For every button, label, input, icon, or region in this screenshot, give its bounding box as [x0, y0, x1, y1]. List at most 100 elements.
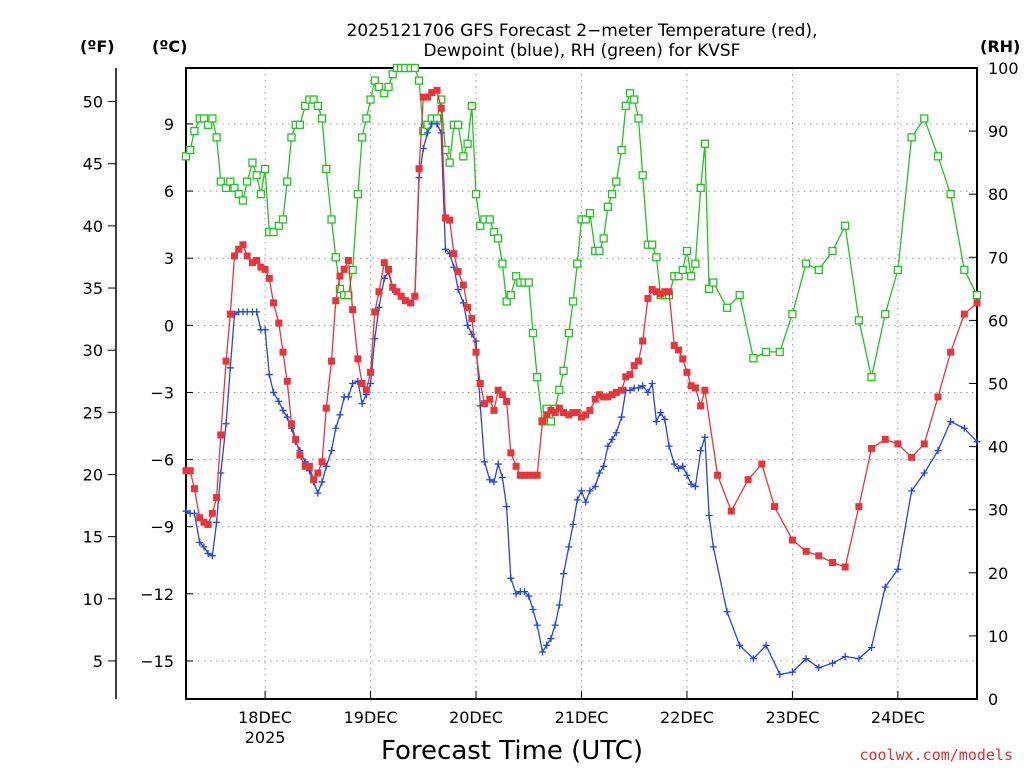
- celsius-tick-label: −6: [150, 451, 174, 470]
- rh-point: [309, 95, 318, 104]
- temperature-point: [714, 471, 722, 479]
- dewpoint-point: [683, 471, 691, 479]
- fahrenheit-tick-label: 10: [83, 590, 103, 609]
- rh-point: [498, 259, 507, 268]
- rh-tick-label: 60: [988, 311, 1008, 330]
- dewpoint-point: [644, 388, 652, 396]
- rh-point: [775, 347, 784, 357]
- rh-point: [216, 177, 225, 186]
- x-tick-label: 19DEC: [344, 708, 398, 727]
- dewpoint-point: [551, 621, 559, 629]
- temperature-point: [424, 93, 432, 101]
- rh-point: [621, 101, 630, 111]
- dewpoint-point: [626, 386, 634, 394]
- temperature-point: [328, 357, 336, 365]
- temperature-point: [208, 509, 216, 517]
- temperature-point: [270, 299, 278, 307]
- rh-point: [893, 265, 903, 275]
- dewpoint-point: [670, 460, 678, 468]
- dewpoint-point: [190, 509, 198, 517]
- temperature-point: [547, 406, 555, 414]
- dewpoint-point: [204, 550, 212, 558]
- rh-point: [269, 227, 278, 237]
- temperature-point: [586, 406, 594, 414]
- fahrenheit-tick-label: 5: [93, 652, 103, 671]
- rh-point: [221, 183, 231, 193]
- dewpoint-point: [894, 565, 902, 573]
- rh-point: [709, 278, 718, 287]
- x-tick-label: 21DEC: [555, 708, 609, 727]
- rh-point: [335, 284, 345, 294]
- temperature-point: [296, 451, 304, 459]
- fahrenheit-tick-label: 40: [83, 217, 103, 236]
- temperature-point: [679, 355, 687, 363]
- rh-point: [533, 373, 542, 382]
- temperature-point: [433, 86, 441, 94]
- dewpoint-point: [749, 655, 757, 663]
- dewpoint-point: [709, 543, 717, 551]
- dewpoint-point: [973, 438, 981, 446]
- series-rh: [181, 63, 982, 426]
- temperature-point: [384, 265, 392, 273]
- celsius-tick-label: 3: [164, 249, 174, 268]
- temperature-point: [468, 315, 476, 323]
- dewpoint-point: [639, 382, 647, 390]
- temperature-point: [476, 380, 484, 387]
- dewpoint-point: [486, 476, 494, 484]
- dewpoint-point: [322, 462, 330, 470]
- rh-point: [248, 158, 257, 167]
- temperature-point: [450, 250, 458, 258]
- temperature-point: [634, 357, 642, 365]
- rh-point: [612, 177, 621, 186]
- dewpoint-point: [881, 583, 889, 591]
- dewpoint-point: [472, 337, 480, 345]
- dewpoint-point: [687, 480, 695, 488]
- temperature-point: [454, 268, 462, 276]
- temperature-point: [275, 319, 283, 327]
- temperature-point: [446, 216, 454, 224]
- dewpoint-point: [283, 413, 291, 421]
- rh-point: [524, 278, 533, 287]
- rh-point: [828, 246, 837, 256]
- dewpoint-point: [328, 447, 336, 455]
- temperature-point: [683, 368, 691, 376]
- dewpoint-point: [261, 326, 269, 334]
- temperature-point: [310, 476, 318, 484]
- temperature-point: [555, 404, 563, 412]
- temperature-point: [314, 469, 322, 477]
- temperature-point: [261, 265, 269, 273]
- rh-point: [348, 265, 357, 275]
- celsius-tick-label: 0: [164, 316, 174, 335]
- temperature-point: [618, 386, 626, 394]
- rh-point: [419, 126, 428, 136]
- rh-point: [208, 114, 217, 123]
- temperature-point: [973, 299, 981, 307]
- rh-point: [203, 120, 213, 129]
- rh-point: [186, 145, 195, 155]
- temperature-point: [428, 89, 436, 97]
- rh-point: [485, 215, 494, 224]
- dewpoint-point: [344, 393, 352, 401]
- temperature-point: [604, 393, 612, 401]
- dewpoint-point: [560, 570, 568, 578]
- dewpoint-point: [829, 659, 837, 667]
- dewpoint-point: [591, 482, 599, 490]
- gridlines: [186, 68, 977, 699]
- temperature-point: [582, 411, 590, 419]
- dewpoint-point: [586, 487, 594, 495]
- rh-point: [581, 215, 590, 224]
- dewpoint-point: [604, 442, 612, 450]
- rh-tick-label: 30: [988, 501, 1008, 520]
- temperature-point: [758, 460, 766, 468]
- dewpoint-point: [512, 590, 520, 598]
- dewpoint-point: [279, 406, 287, 414]
- temperature-point: [639, 337, 647, 345]
- temperature-point: [415, 165, 423, 173]
- dewpoint-point: [222, 420, 230, 428]
- dewpoint-point: [318, 478, 326, 486]
- dewpoint-point: [314, 489, 322, 497]
- dewpoint-point: [275, 397, 283, 405]
- temperature-point: [362, 386, 370, 394]
- dewpoint-point: [213, 518, 221, 526]
- rh-point: [287, 133, 296, 142]
